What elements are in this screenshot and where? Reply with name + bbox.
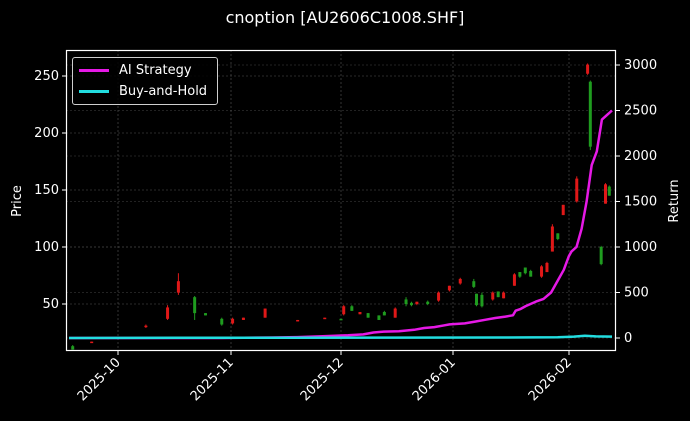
right-tick-label: 3000 [624, 58, 657, 73]
x-tick-label: 2025-12 [298, 355, 347, 404]
candle [241, 317, 245, 320]
right-tick-label: 2000 [624, 149, 657, 164]
left-tick-label: 250 [34, 69, 59, 84]
candle [426, 301, 430, 304]
candle [350, 306, 354, 311]
candle [480, 294, 484, 307]
candle [475, 293, 478, 306]
candle [529, 270, 533, 277]
candle [447, 285, 451, 291]
return-lines [68, 109, 613, 340]
candle [220, 318, 224, 325]
candle [586, 64, 590, 74]
right-axis: 0 500 1000 1500 2000 2500 3000 [616, 58, 657, 346]
plot-frame [65, 49, 617, 352]
left-axis-label: Price [10, 185, 25, 217]
candle [556, 233, 560, 240]
ai-strategy-swatch-icon [79, 68, 109, 72]
candle [404, 299, 408, 304]
left-tick-label: 150 [34, 183, 59, 198]
candle [204, 313, 207, 316]
candle [545, 262, 549, 273]
left-axis: 50 100 150 200 250 [34, 69, 66, 312]
legend-item-buy-and-hold: Buy-and-Hold [79, 82, 207, 100]
candle [377, 315, 381, 320]
legend: AI Strategy Buy-and-Hold [72, 57, 218, 105]
candle [166, 307, 170, 319]
right-tick-label: 1000 [624, 240, 657, 255]
candle [603, 184, 607, 204]
candle [176, 281, 180, 293]
left-tick-label: 200 [34, 126, 59, 141]
series-line [68, 334, 613, 340]
chart-title: cnoption [AU2606C1008.SHF] [225, 8, 465, 27]
candle [393, 308, 397, 318]
candle [575, 178, 579, 202]
candle [491, 292, 495, 300]
candle [607, 186, 611, 196]
left-tick-label: 100 [34, 240, 59, 255]
candle [231, 318, 235, 324]
candle [90, 341, 94, 344]
candle [382, 311, 386, 316]
candle [588, 81, 592, 147]
candle [458, 278, 462, 284]
candle [437, 292, 441, 301]
series-line [69, 109, 613, 340]
x-tick-label: 2025-10 [75, 355, 124, 404]
x-axis: 2025-10 2025-11 2025-12 2026-01 2026-02 [75, 351, 575, 404]
candle [323, 317, 327, 320]
candle [550, 226, 554, 252]
candle [496, 291, 500, 298]
candle [263, 308, 267, 318]
candle [342, 306, 346, 315]
x-tick-label: 2025-11 [188, 355, 237, 404]
candle [415, 301, 419, 304]
candle [523, 267, 527, 274]
candle [339, 318, 343, 321]
right-tick-label: 1500 [624, 195, 657, 210]
right-tick-label: 2500 [624, 104, 657, 119]
candle [193, 297, 197, 314]
candle [71, 346, 75, 350]
right-tick-label: 0 [624, 331, 632, 346]
legend-item-ai-strategy: AI Strategy [79, 61, 192, 79]
candle [512, 274, 516, 286]
candle [518, 272, 522, 277]
x-tick-label: 2026-02 [526, 355, 575, 404]
legend-label: AI Strategy [119, 62, 192, 78]
left-tick-label: 50 [42, 297, 59, 312]
candle [599, 247, 603, 265]
candle [472, 281, 476, 287]
candle [366, 313, 370, 318]
candle [561, 204, 565, 216]
candlesticks [71, 63, 611, 350]
candle [540, 266, 544, 277]
candle [296, 319, 300, 322]
x-tick-label: 2026-01 [410, 355, 459, 404]
buy-and-hold-swatch-icon [79, 89, 109, 93]
right-tick-label: 500 [624, 286, 649, 301]
candle [358, 311, 362, 315]
right-axis-label: Return [667, 179, 682, 222]
candle [502, 292, 506, 299]
candle [144, 325, 148, 328]
candle [409, 302, 413, 306]
legend-label: Buy-and-Hold [119, 83, 208, 99]
